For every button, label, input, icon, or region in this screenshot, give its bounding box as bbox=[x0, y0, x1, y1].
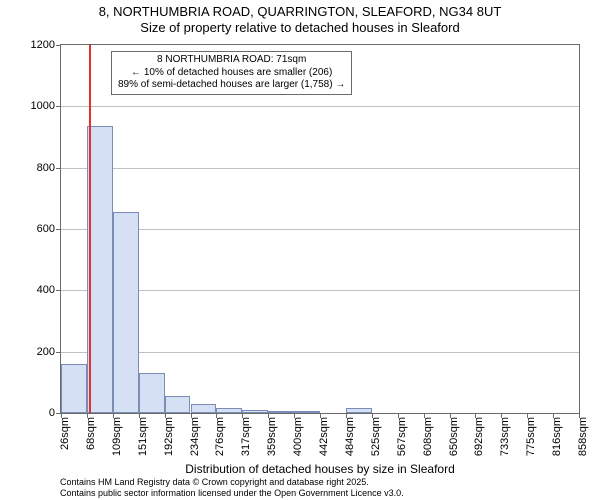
histogram-bar bbox=[191, 404, 217, 413]
histogram-bar bbox=[113, 212, 139, 413]
histogram-bar bbox=[268, 411, 294, 413]
xtick-label: 151sqm bbox=[137, 417, 149, 456]
xtick-label: 692sqm bbox=[473, 417, 485, 456]
x-axis-label: Distribution of detached houses by size … bbox=[60, 462, 580, 476]
annotation-line-3: 89% of semi-detached houses are larger (… bbox=[118, 79, 345, 92]
credits-line-2: Contains public sector information licen… bbox=[60, 488, 404, 498]
ytick-label: 1200 bbox=[31, 39, 61, 51]
xtick-label: 359sqm bbox=[266, 417, 278, 456]
histogram-bar bbox=[294, 411, 320, 413]
xtick-label: 192sqm bbox=[163, 417, 175, 456]
chart-container: 8, NORTHUMBRIA ROAD, QUARRINGTON, SLEAFO… bbox=[0, 0, 600, 500]
reference-line bbox=[89, 45, 91, 413]
histogram-bar bbox=[61, 364, 87, 413]
chart-title: 8, NORTHUMBRIA ROAD, QUARRINGTON, SLEAFO… bbox=[0, 4, 600, 19]
credits-line-1: Contains HM Land Registry data © Crown c… bbox=[60, 477, 404, 487]
histogram-bar bbox=[139, 373, 165, 413]
xtick-label: 858sqm bbox=[577, 417, 589, 456]
xtick-label: 816sqm bbox=[551, 417, 563, 456]
xtick-label: 317sqm bbox=[240, 417, 252, 456]
xtick-label: 608sqm bbox=[422, 417, 434, 456]
gridline bbox=[61, 352, 579, 353]
xtick-label: 775sqm bbox=[525, 417, 537, 456]
xtick-label: 68sqm bbox=[85, 417, 97, 450]
histogram-bar bbox=[346, 408, 372, 413]
annotation-line-1: 8 NORTHUMBRIA ROAD: 71sqm bbox=[118, 54, 345, 67]
histogram-bar bbox=[216, 408, 242, 413]
histogram-bar bbox=[242, 410, 268, 413]
annotation-box: 8 NORTHUMBRIA ROAD: 71sqm ← 10% of detac… bbox=[111, 51, 352, 95]
ytick-label: 200 bbox=[37, 346, 61, 358]
histogram-bar bbox=[165, 396, 191, 413]
xtick-label: 484sqm bbox=[344, 417, 356, 456]
xtick-label: 26sqm bbox=[59, 417, 71, 450]
gridline bbox=[61, 290, 579, 291]
ytick-label: 400 bbox=[37, 284, 61, 296]
gridline bbox=[61, 168, 579, 169]
ytick-label: 600 bbox=[37, 223, 61, 235]
xtick-label: 109sqm bbox=[111, 417, 123, 456]
xtick-label: 733sqm bbox=[499, 417, 511, 456]
gridline bbox=[61, 229, 579, 230]
gridline bbox=[61, 106, 579, 107]
xtick-label: 650sqm bbox=[448, 417, 460, 456]
xtick-label: 400sqm bbox=[292, 417, 304, 456]
xtick-label: 234sqm bbox=[189, 417, 201, 456]
ytick-label: 1000 bbox=[31, 100, 61, 112]
xtick-label: 567sqm bbox=[396, 417, 408, 456]
ytick-label: 800 bbox=[37, 162, 61, 174]
chart-subtitle: Size of property relative to detached ho… bbox=[0, 20, 600, 35]
xtick-label: 276sqm bbox=[214, 417, 226, 456]
credits: Contains HM Land Registry data © Crown c… bbox=[60, 477, 404, 498]
plot-area: 02004006008001000120026sqm68sqm109sqm151… bbox=[60, 44, 580, 414]
xtick-label: 442sqm bbox=[318, 417, 330, 456]
xtick-label: 525sqm bbox=[370, 417, 382, 456]
annotation-line-2: ← 10% of detached houses are smaller (20… bbox=[118, 67, 345, 80]
